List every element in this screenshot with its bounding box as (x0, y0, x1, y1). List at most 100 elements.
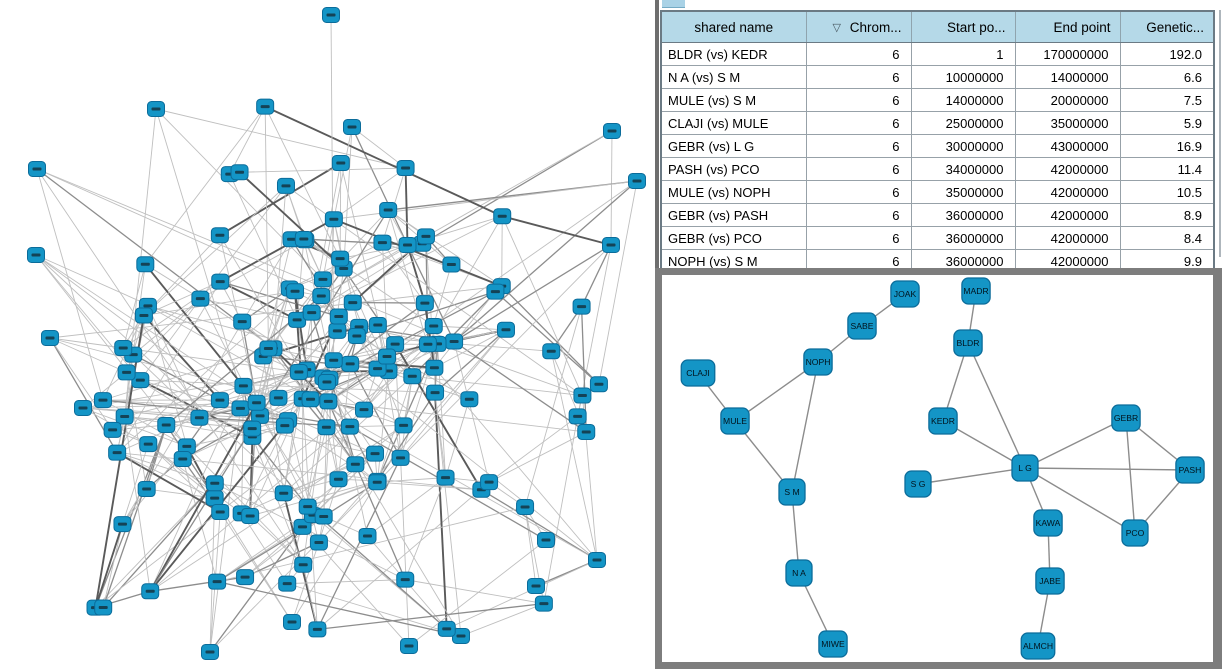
cell-chromosome[interactable]: 6 (805, 88, 912, 112)
node-SG[interactable]: S G (904, 470, 932, 498)
cell-end-point[interactable]: 42000000 (1014, 226, 1121, 250)
network-node[interactable] (480, 474, 499, 491)
node-BLDR[interactable]: BLDR (953, 329, 983, 357)
node-SM[interactable]: S M (778, 478, 806, 506)
network-node[interactable] (205, 475, 224, 492)
column-header-shared-name[interactable]: shared name (660, 10, 807, 43)
table-row[interactable]: GEBR (vs) PCO 6 36000000 42000000 8.4 (660, 226, 1215, 250)
network-node[interactable] (403, 368, 422, 385)
table-row[interactable]: GEBR (vs) PASH 6 36000000 42000000 8.9 (660, 203, 1215, 227)
network-node[interactable] (289, 363, 308, 380)
network-node[interactable] (396, 160, 415, 177)
edge-BLDR-LG[interactable] (967, 342, 1026, 469)
node-MIWE[interactable]: MIWE (818, 630, 848, 658)
network-node[interactable] (241, 507, 260, 524)
network-node[interactable] (496, 321, 515, 338)
cell-end-point[interactable]: 20000000 (1014, 88, 1121, 112)
cell-end-point[interactable]: 42000000 (1014, 180, 1121, 204)
edge-LG-PASH[interactable] (1024, 467, 1191, 471)
node-PCO[interactable]: PCO (1121, 519, 1149, 547)
network-node[interactable] (343, 119, 361, 135)
table-row[interactable]: GEBR (vs) L G 6 30000000 43000000 16.9 (660, 134, 1215, 158)
network-node[interactable] (366, 445, 385, 462)
table-row[interactable]: PASH (vs) PCO 6 34000000 42000000 11.4 (660, 157, 1215, 181)
network-node[interactable] (317, 419, 336, 436)
node-ALMCH[interactable]: ALMCH (1020, 632, 1056, 660)
network-node[interactable] (117, 364, 136, 381)
cell-chromosome[interactable]: 6 (805, 203, 912, 227)
network-node[interactable] (424, 317, 443, 334)
network-node[interactable] (373, 234, 392, 251)
network-node[interactable] (534, 595, 553, 612)
node-CLAJI[interactable]: CLAJI (680, 359, 716, 387)
cell-genetic-distance[interactable]: 16.9 (1119, 134, 1215, 158)
cell-end-point[interactable]: 42000000 (1014, 203, 1121, 227)
column-header-genetic[interactable]: Genetic... (1119, 10, 1215, 43)
network-node[interactable] (308, 621, 327, 638)
network-node[interactable] (28, 161, 46, 177)
network-node[interactable] (398, 236, 417, 253)
network-node[interactable] (460, 391, 479, 408)
network-node[interactable] (191, 290, 210, 307)
node-NOPH[interactable]: NOPH (803, 348, 833, 376)
network-node[interactable] (190, 409, 209, 426)
network-node[interactable] (269, 389, 288, 406)
cell-end-point[interactable]: 42000000 (1014, 157, 1121, 181)
table-row[interactable]: N A (vs) S M 6 10000000 14000000 6.6 (660, 65, 1215, 89)
cell-end-point[interactable]: 14000000 (1014, 65, 1121, 89)
network-node[interactable] (394, 417, 413, 434)
network-node[interactable] (341, 355, 360, 372)
network-node[interactable] (283, 614, 301, 630)
cell-chromosome[interactable]: 6 (805, 157, 912, 181)
overview-network-canvas[interactable] (0, 0, 655, 669)
network-node[interactable] (302, 304, 321, 321)
network-node[interactable] (416, 228, 435, 245)
network-node[interactable] (314, 508, 333, 525)
cell-shared-name[interactable]: GEBR (vs) PCO (660, 226, 807, 250)
cell-start-point[interactable]: 30000000 (910, 134, 1016, 158)
network-node[interactable] (358, 527, 377, 544)
edge-SG-LG[interactable] (917, 467, 1026, 485)
network-node[interactable] (396, 571, 415, 588)
cell-shared-name[interactable]: N A (vs) S M (660, 65, 807, 89)
node-GEBR[interactable]: GEBR (1111, 404, 1141, 432)
node-NA[interactable]: N A (785, 559, 813, 587)
network-node[interactable] (445, 333, 464, 350)
network-node[interactable] (324, 211, 343, 228)
cell-chromosome[interactable]: 6 (805, 42, 912, 66)
node-SABE[interactable]: SABE (847, 312, 877, 340)
cell-start-point[interactable]: 14000000 (910, 88, 1016, 112)
network-node[interactable] (329, 471, 348, 488)
network-node[interactable] (93, 392, 112, 409)
cell-start-point[interactable]: 1 (910, 42, 1016, 66)
edge-LG-GEBR[interactable] (1024, 417, 1127, 469)
network-node[interactable] (157, 417, 176, 434)
cell-chromosome[interactable]: 6 (805, 134, 912, 158)
network-node[interactable] (177, 438, 196, 455)
node-MADR[interactable]: MADR (961, 277, 991, 305)
network-node[interactable] (589, 376, 608, 393)
network-node[interactable] (378, 348, 397, 365)
network-node[interactable] (415, 295, 434, 312)
network-node[interactable] (536, 532, 555, 549)
table-row[interactable]: MULE (vs) NOPH 6 35000000 42000000 10.5 (660, 180, 1215, 204)
edge-LG-PCO[interactable] (1024, 467, 1136, 534)
table-scroll-track[interactable] (1219, 10, 1221, 257)
node-PASH[interactable]: PASH (1175, 456, 1205, 484)
cell-genetic-distance[interactable]: 8.9 (1119, 203, 1215, 227)
network-node[interactable] (41, 330, 59, 346)
network-node[interactable] (347, 327, 366, 344)
network-node[interactable] (343, 294, 362, 311)
network-node[interactable] (340, 418, 359, 435)
network-node[interactable] (437, 620, 456, 637)
network-node[interactable] (278, 575, 297, 592)
cell-genetic-distance[interactable]: 10.5 (1119, 180, 1215, 204)
cell-shared-name[interactable]: CLAJI (vs) MULE (660, 111, 807, 135)
cell-chromosome[interactable]: 6 (805, 111, 912, 135)
table-row[interactable]: BLDR (vs) KEDR 6 1 170000000 192.0 (660, 42, 1215, 66)
cell-shared-name[interactable]: PASH (vs) PCO (660, 157, 807, 181)
node-KAWA[interactable]: KAWA (1033, 509, 1063, 537)
network-node[interactable] (211, 503, 230, 520)
network-node[interactable] (313, 271, 332, 288)
